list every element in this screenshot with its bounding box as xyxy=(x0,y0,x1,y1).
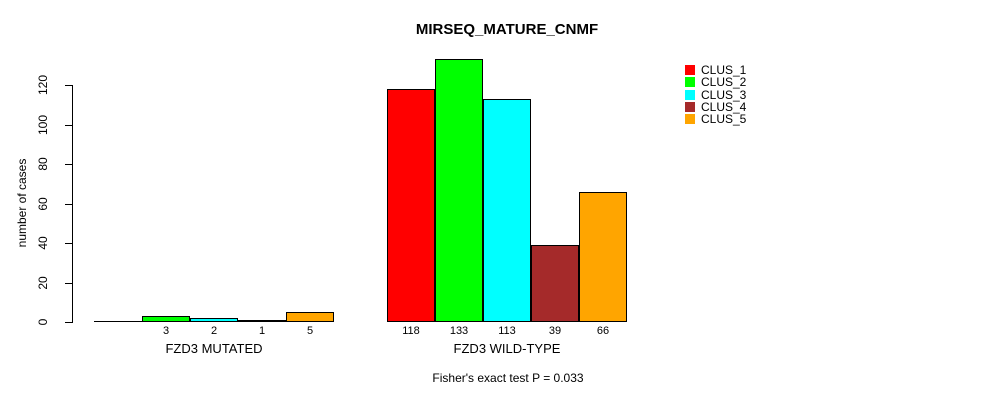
bar-clus-4-fzd3-wild-type xyxy=(531,245,579,322)
y-axis-tick xyxy=(65,322,73,323)
legend-item: CLUS_5 xyxy=(685,113,765,125)
bar-clus-3-fzd3-wild-type xyxy=(483,99,531,322)
bar-clus-5-fzd3-wild-type xyxy=(579,192,627,322)
x-group-label: FZD3 MUTATED xyxy=(165,341,263,356)
y-axis-tick xyxy=(65,204,73,205)
bar-value-label: 2 xyxy=(210,325,218,337)
legend-swatch-clus_3 xyxy=(685,89,695,100)
y-axis-tick xyxy=(65,164,73,165)
y-axis-title: number of cases xyxy=(15,158,29,248)
legend-label: CLUS_5 xyxy=(701,112,747,127)
y-axis-tick xyxy=(65,85,73,86)
y-axis-tick-label: 100 xyxy=(36,114,50,135)
legend-item: CLUS_3 xyxy=(685,89,765,101)
y-axis-tick-label: 80 xyxy=(36,157,50,171)
chart-title: MIRSEQ_MATURE_CNMF xyxy=(415,21,599,38)
bar-clus-1-fzd3-mutated xyxy=(94,321,142,322)
bar-value-label: 133 xyxy=(449,325,469,337)
legend-item: CLUS_1 xyxy=(685,64,765,76)
bar-clus-2-fzd3-wild-type xyxy=(435,59,483,322)
y-axis-tick-label: 60 xyxy=(36,196,50,211)
y-axis-tick-label: 40 xyxy=(36,236,50,250)
legend-item: CLUS_2 xyxy=(685,76,765,88)
bar-value-label: 3 xyxy=(162,325,170,337)
legend-label: CLUS_3 xyxy=(701,87,747,102)
bar-clus-1-fzd3-wild-type xyxy=(387,89,435,322)
bar-clus-4-fzd3-mutated xyxy=(238,320,286,322)
y-axis-tick-label: 120 xyxy=(36,74,50,96)
bar-clus-5-fzd3-mutated xyxy=(286,312,334,322)
bar-value-label: 1 xyxy=(258,325,266,337)
y-axis-tick-label: 0 xyxy=(36,318,50,326)
legend-swatch-clus_4 xyxy=(685,101,695,112)
legend-label: CLUS_1 xyxy=(701,63,747,77)
y-axis-tick xyxy=(65,125,73,126)
bar-value-label: 118 xyxy=(402,325,420,337)
legend-label: CLUS_2 xyxy=(701,75,747,90)
bar-value-label: 113 xyxy=(498,325,516,337)
bar-value-label: 66 xyxy=(596,325,610,337)
y-axis-line xyxy=(72,85,73,322)
bar-clus-2-fzd3-mutated xyxy=(142,316,190,322)
legend-swatch-clus_1 xyxy=(685,65,695,75)
y-axis-tick xyxy=(65,243,73,244)
y-axis-tick xyxy=(65,283,73,284)
bar-clus-3-fzd3-mutated xyxy=(190,318,238,322)
bar-value-label: 5 xyxy=(306,325,314,337)
x-group-label: FZD3 WILD-TYPE xyxy=(453,341,561,356)
y-axis-tick-label: 20 xyxy=(36,275,50,290)
bar-value-label: 39 xyxy=(548,325,562,337)
footnote: Fisher's exact test P = 0.033 xyxy=(432,371,584,385)
legend-label: CLUS_4 xyxy=(701,99,747,114)
legend-item: CLUS_4 xyxy=(685,101,765,113)
legend-swatch-clus_5 xyxy=(685,114,695,125)
legend-swatch-clus_2 xyxy=(685,77,695,88)
